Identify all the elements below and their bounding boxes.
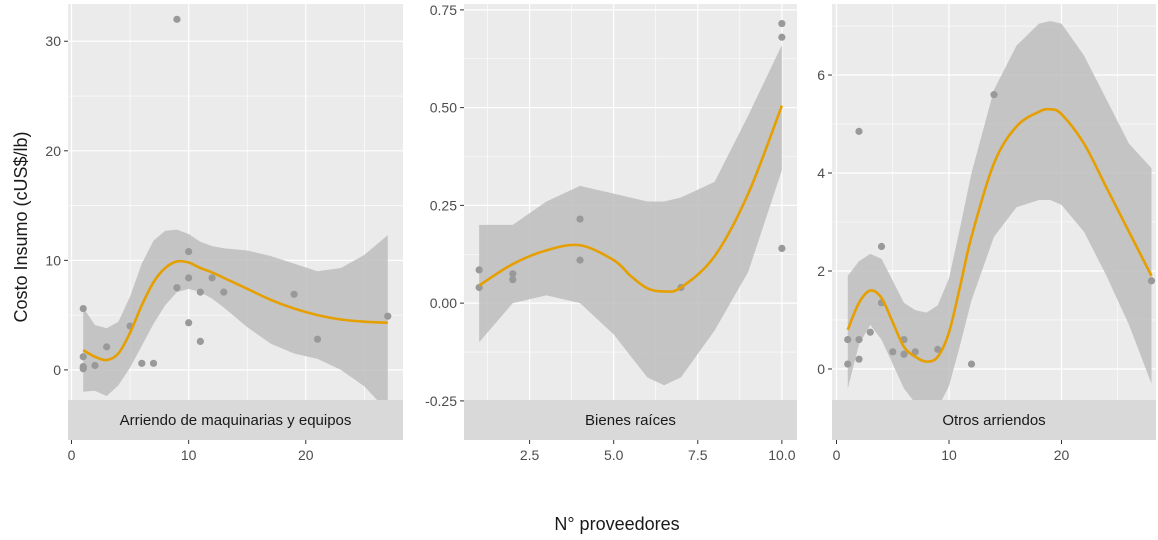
data-point — [778, 19, 786, 28]
facet-label: Bienes raíces — [585, 412, 676, 429]
x-tick-label: 5.0 — [604, 447, 624, 463]
data-point — [911, 348, 919, 356]
data-point — [844, 335, 852, 344]
data-point — [877, 242, 886, 251]
data-point — [475, 266, 483, 274]
data-point — [778, 33, 786, 41]
y-tick-label: 0.75 — [430, 2, 457, 18]
data-point — [290, 290, 298, 298]
x-tick-label: 20 — [298, 447, 314, 463]
data-point — [576, 256, 584, 264]
data-point — [149, 359, 158, 367]
data-point — [313, 335, 322, 343]
confidence-ribbon — [847, 21, 1152, 411]
data-point — [91, 361, 99, 370]
data-point — [384, 312, 392, 320]
data-point — [509, 270, 517, 278]
x-tick-label: 0 — [833, 447, 841, 463]
data-point — [967, 360, 976, 368]
y-tick-label: -0.25 — [425, 393, 457, 409]
data-point — [934, 345, 942, 353]
y-tick-label: 0.50 — [430, 100, 457, 116]
panel-2: Bienes raíces -0.25 0.00 0.25 0.50 0.75 2.5 5.0… — [425, 2, 797, 463]
x-tick-label: 20 — [1054, 447, 1070, 463]
data-point — [509, 276, 517, 284]
x-tick-label: 10 — [941, 447, 957, 463]
data-point — [196, 337, 204, 346]
data-point — [79, 353, 87, 361]
y-tick-label: 6 — [817, 67, 825, 83]
data-point — [138, 359, 146, 367]
data-point — [185, 274, 193, 282]
facet-strip — [832, 400, 1156, 440]
panel-1: Arriendo de maquinarias y equipos 0 10 20 30… — [45, 4, 403, 463]
data-point — [866, 328, 874, 336]
y-tick-label: 4 — [817, 165, 825, 181]
y-tick-label: 0 — [817, 361, 825, 377]
data-point — [576, 215, 584, 223]
data-point — [855, 355, 863, 363]
x-tick-label: 10 — [181, 447, 197, 463]
data-point — [900, 350, 908, 358]
facet-label: Otros arriendos — [942, 412, 1045, 429]
x-tick-label: 0 — [68, 447, 76, 463]
panel-3: Otros arriendos 0 2 4 6 0 10 20 — [817, 4, 1156, 463]
y-axis-title: Costo Insumo (cUS$/lb) — [11, 131, 31, 322]
y-tick-label: 20 — [45, 143, 61, 159]
y-tick-label: 10 — [45, 252, 61, 268]
x-tick-label: 2.5 — [520, 447, 540, 463]
data-point — [778, 244, 786, 252]
y-tick-label: 30 — [45, 33, 61, 49]
x-axis-title: N° proveedores — [554, 514, 679, 534]
data-point — [855, 127, 863, 135]
x-tick-label: 10.0 — [768, 447, 795, 463]
data-point — [844, 360, 852, 368]
facet-strip — [68, 400, 403, 440]
smooth-line — [82, 259, 388, 362]
data-point — [196, 288, 204, 296]
data-point — [889, 348, 897, 356]
x-tick-label: 7.5 — [688, 447, 708, 463]
data-point — [185, 319, 193, 327]
data-point — [990, 91, 998, 99]
facet-label: Arriendo de maquinarias y equipos — [120, 412, 352, 429]
data-point — [173, 15, 181, 23]
y-tick-label: 0.25 — [430, 197, 457, 213]
data-point — [79, 365, 87, 373]
data-point — [173, 284, 181, 292]
y-tick-label: 0.00 — [430, 295, 457, 311]
data-point — [79, 304, 87, 313]
data-point — [208, 274, 216, 282]
smooth-line — [846, 107, 1153, 363]
y-tick-label: 0 — [53, 362, 61, 378]
data-point — [1147, 277, 1156, 285]
data-point — [220, 288, 228, 296]
confidence-ribbon — [479, 45, 782, 386]
data-point — [103, 343, 111, 351]
y-tick-label: 2 — [817, 263, 825, 279]
smooth-line — [478, 105, 784, 293]
data-point — [185, 247, 193, 256]
data-point — [855, 335, 863, 344]
facet-strip — [464, 400, 797, 440]
